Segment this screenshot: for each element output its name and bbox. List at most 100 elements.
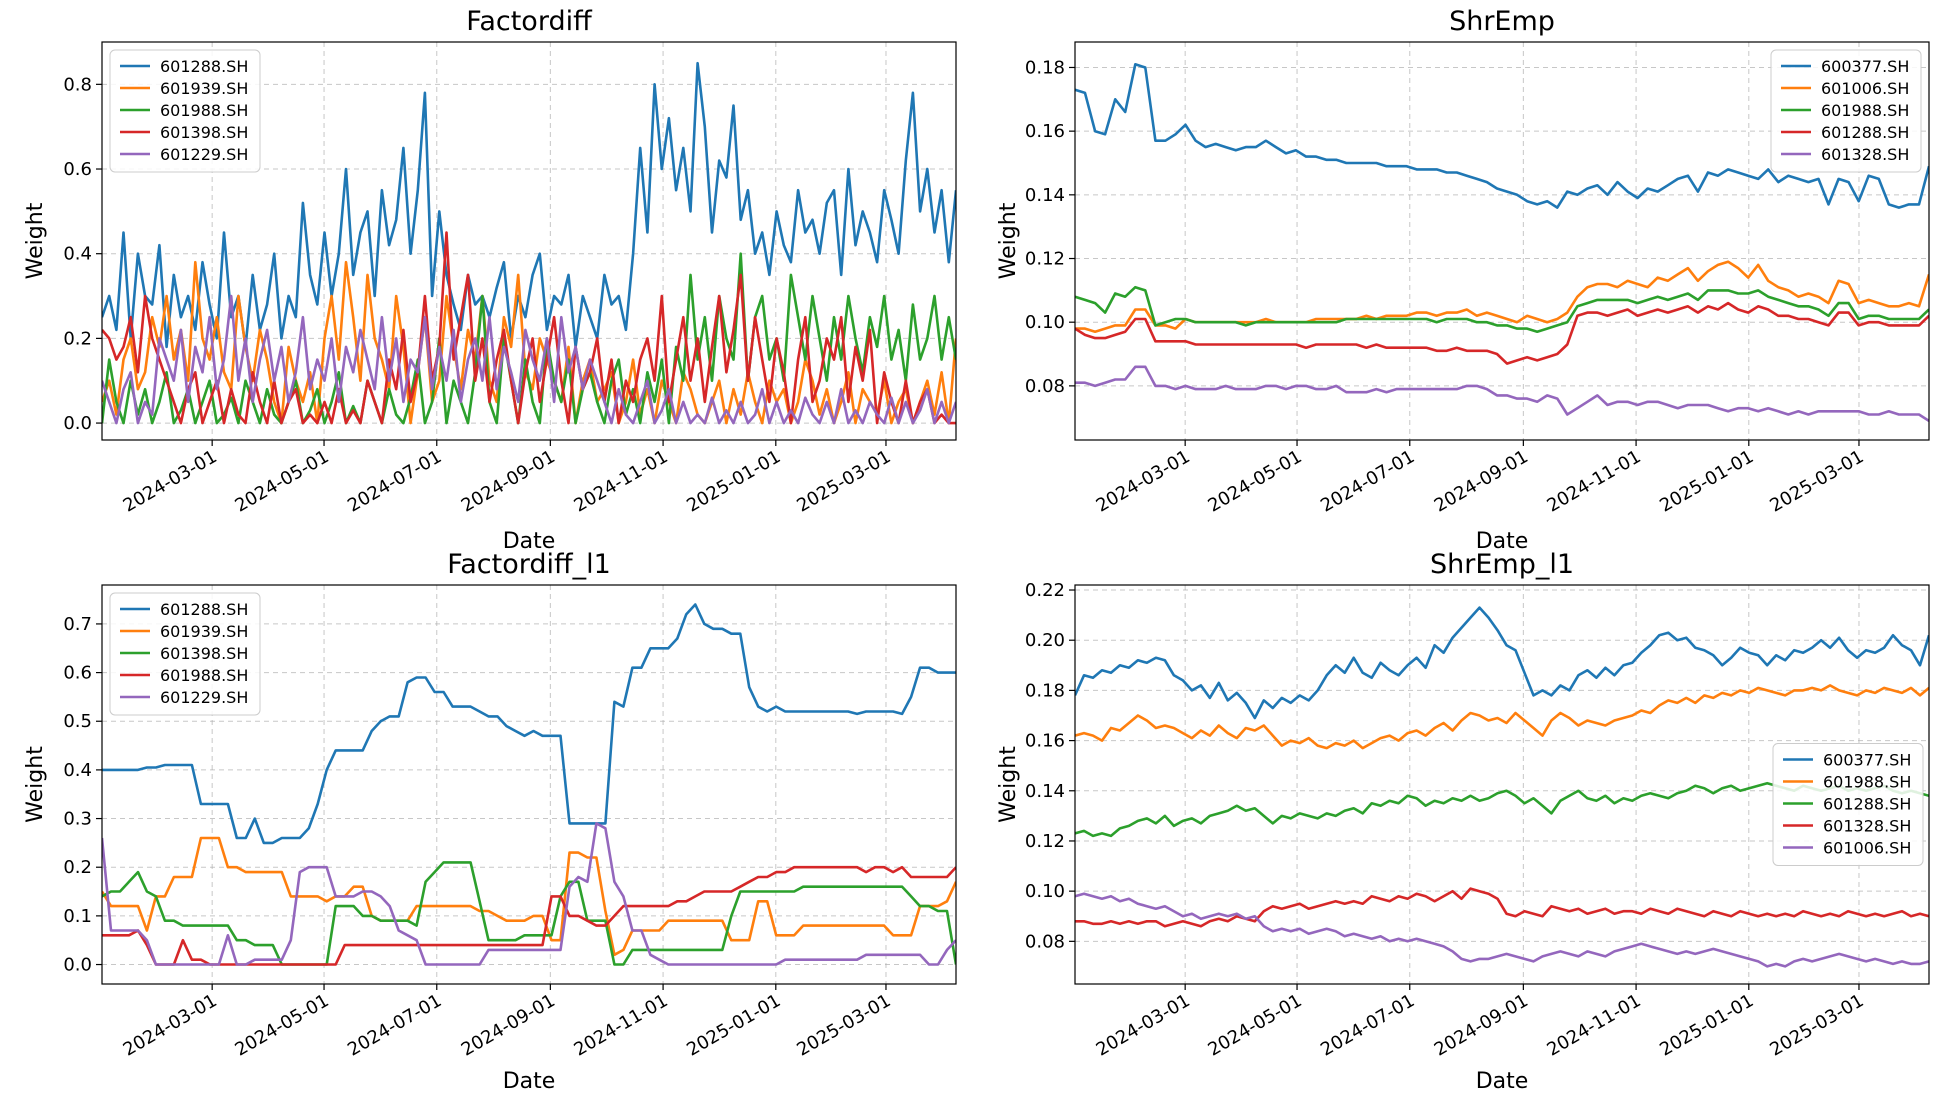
x-tick-label: 2025-01-01 bbox=[683, 990, 784, 1060]
legend: 600377.SH 601988.SH 601288.SH 601328.SH 6010… bbox=[1772, 743, 1924, 866]
legend: 601288.SH 601939.SH 601398.SH 601988.SH 6012… bbox=[109, 592, 261, 716]
y-tick-label: 0.12 bbox=[1025, 249, 1065, 270]
x-tick-label: 2024-05-01 bbox=[1204, 446, 1305, 516]
axes-frame bbox=[1074, 41, 1930, 441]
x-tick-label: 2024-05-01 bbox=[231, 446, 332, 516]
y-tick-label: 0.10 bbox=[1025, 881, 1065, 902]
x-tick-label: 2024-05-01 bbox=[1204, 990, 1305, 1060]
y-tick-label: 0.0 bbox=[63, 413, 92, 434]
y-tick-label: 0.3 bbox=[63, 809, 92, 830]
y-tick-label: 0.12 bbox=[1025, 831, 1065, 852]
y-tick-label: 0.7 bbox=[63, 614, 92, 635]
x-tick-label: 2024-03-01 bbox=[1093, 446, 1194, 516]
legend-label: 601988.SH bbox=[1823, 773, 1911, 792]
legend-box bbox=[109, 49, 261, 173]
series-line-601328-sh bbox=[1075, 365, 1929, 422]
legend-label: 601288.SH bbox=[160, 57, 248, 76]
y-tick-label: 0.4 bbox=[63, 760, 92, 781]
x-tick-label: 2025-03-01 bbox=[793, 990, 894, 1060]
series-group bbox=[102, 61, 956, 425]
legend-box bbox=[1772, 743, 1924, 866]
x-tick-label: 2024-11-01 bbox=[570, 990, 671, 1060]
y-tick-label: 0.20 bbox=[1025, 630, 1065, 651]
x-tick-label: 2025-03-01 bbox=[1766, 990, 1867, 1060]
x-tick-label: 2024-11-01 bbox=[1543, 990, 1644, 1060]
series-line-601288-sh bbox=[102, 603, 956, 845]
series-line-601288-sh bbox=[1075, 301, 1929, 365]
legend-label: 601988.SH bbox=[160, 101, 248, 120]
axes-frame bbox=[101, 584, 957, 985]
legend-label: 601939.SH bbox=[160, 79, 248, 98]
series-line-600377-sh bbox=[1075, 606, 1929, 720]
series-line-601988-sh bbox=[1075, 285, 1929, 334]
x-tick-label: 2024-03-01 bbox=[120, 990, 221, 1060]
y-tick-label: 0.18 bbox=[1025, 57, 1065, 78]
chart-title: ShrEmp bbox=[1449, 6, 1555, 37]
series-group bbox=[102, 603, 956, 966]
series-line-601398-sh bbox=[102, 861, 956, 966]
x-axis-label: Date bbox=[503, 529, 556, 554]
x-axis-label: Date bbox=[503, 1069, 556, 1094]
legend: 601288.SH 601939.SH 601988.SH 601398.SH 6012… bbox=[109, 49, 261, 173]
x-tick-label: 2024-07-01 bbox=[1317, 446, 1418, 516]
y-tick-label: 0.16 bbox=[1025, 731, 1065, 752]
y-tick-label: 0.10 bbox=[1025, 312, 1065, 333]
chart-title: Factordiff bbox=[466, 6, 593, 37]
y-tick-label: 0.14 bbox=[1025, 185, 1065, 206]
chart-factordiff: Factordiff Date Weight 0.0 0.2 0.4 0.6 0.8 20… bbox=[23, 6, 957, 554]
y-tick-label: 0.22 bbox=[1025, 580, 1065, 601]
y-tick-label: 0.2 bbox=[63, 857, 92, 878]
legend-label: 601939.SH bbox=[160, 622, 248, 641]
x-tick-label: 2024-03-01 bbox=[1093, 990, 1194, 1060]
y-axis-label: Weight bbox=[996, 202, 1021, 279]
x-tick-label: 2024-05-01 bbox=[231, 990, 332, 1060]
legend-label: 601398.SH bbox=[160, 644, 248, 663]
y-axis-label: Weight bbox=[23, 746, 48, 823]
y-tick-label: 0.4 bbox=[63, 244, 92, 265]
x-tick-label: 2024-07-01 bbox=[1317, 990, 1418, 1060]
y-tick-label: 0.5 bbox=[63, 711, 92, 732]
y-tick-label: 0.6 bbox=[63, 159, 92, 180]
x-tick-label: 2024-09-01 bbox=[458, 446, 559, 516]
x-tick-label: 2024-07-01 bbox=[344, 446, 445, 516]
x-tick-label: 2025-03-01 bbox=[793, 446, 894, 516]
x-tick-label: 2024-11-01 bbox=[1543, 446, 1644, 516]
legend-label: 601229.SH bbox=[160, 688, 248, 707]
y-tick-label: 0.08 bbox=[1025, 931, 1065, 952]
y-tick-label: 0.8 bbox=[63, 74, 92, 95]
y-tick-label: 0.0 bbox=[63, 955, 92, 976]
x-tick-label: 2025-01-01 bbox=[1656, 990, 1757, 1060]
legend-label: 601328.SH bbox=[1823, 817, 1911, 836]
y-axis-label: Weight bbox=[996, 746, 1021, 823]
series-line-601006-sh bbox=[1075, 892, 1929, 968]
series-line-601398-sh bbox=[102, 231, 956, 425]
legend-box bbox=[1770, 49, 1922, 173]
chart-title: Factordiff_l1 bbox=[447, 549, 611, 580]
series-line-601229-sh bbox=[102, 822, 956, 966]
legend-box bbox=[109, 592, 261, 716]
x-tick-label: 2024-09-01 bbox=[1431, 446, 1532, 516]
legend-label: 601288.SH bbox=[1823, 795, 1911, 814]
series-line-601939-sh bbox=[102, 836, 956, 957]
series-line-601988-sh bbox=[1075, 684, 1929, 750]
series-line-600377-sh bbox=[1075, 63, 1929, 209]
legend-label: 601328.SH bbox=[1821, 145, 1909, 164]
chart-factordiff-l1: Factordiff_l1 Date Weight 0.0 0.1 0.2 0.3 0.… bbox=[23, 549, 957, 1094]
x-axis-label: Date bbox=[1476, 1069, 1529, 1094]
x-tick-label: 2024-09-01 bbox=[1431, 990, 1532, 1060]
axes-frame bbox=[101, 41, 957, 441]
x-tick-label: 2024-09-01 bbox=[458, 990, 559, 1060]
legend-label: 601229.SH bbox=[160, 145, 248, 164]
legend-label: 601398.SH bbox=[160, 123, 248, 142]
legend-label: 600377.SH bbox=[1821, 57, 1909, 76]
legend-label: 600377.SH bbox=[1823, 751, 1911, 770]
legend-label: 601006.SH bbox=[1821, 79, 1909, 98]
x-tick-label: 2024-07-01 bbox=[344, 990, 445, 1060]
y-tick-label: 0.14 bbox=[1025, 781, 1065, 802]
chart-shremp-l1: ShrEmp_l1 Date Weight 0.08 0.10 0.12 0.14 0.… bbox=[996, 549, 1930, 1094]
legend: 600377.SH 601006.SH 601988.SH 601288.SH 6013… bbox=[1770, 49, 1922, 173]
chart-title: ShrEmp_l1 bbox=[1430, 549, 1574, 580]
legend-label: 601988.SH bbox=[1821, 101, 1909, 120]
chart-shremp: ShrEmp Date Weight 0.08 0.10 0.12 0.14 0.16 0… bbox=[996, 6, 1930, 554]
